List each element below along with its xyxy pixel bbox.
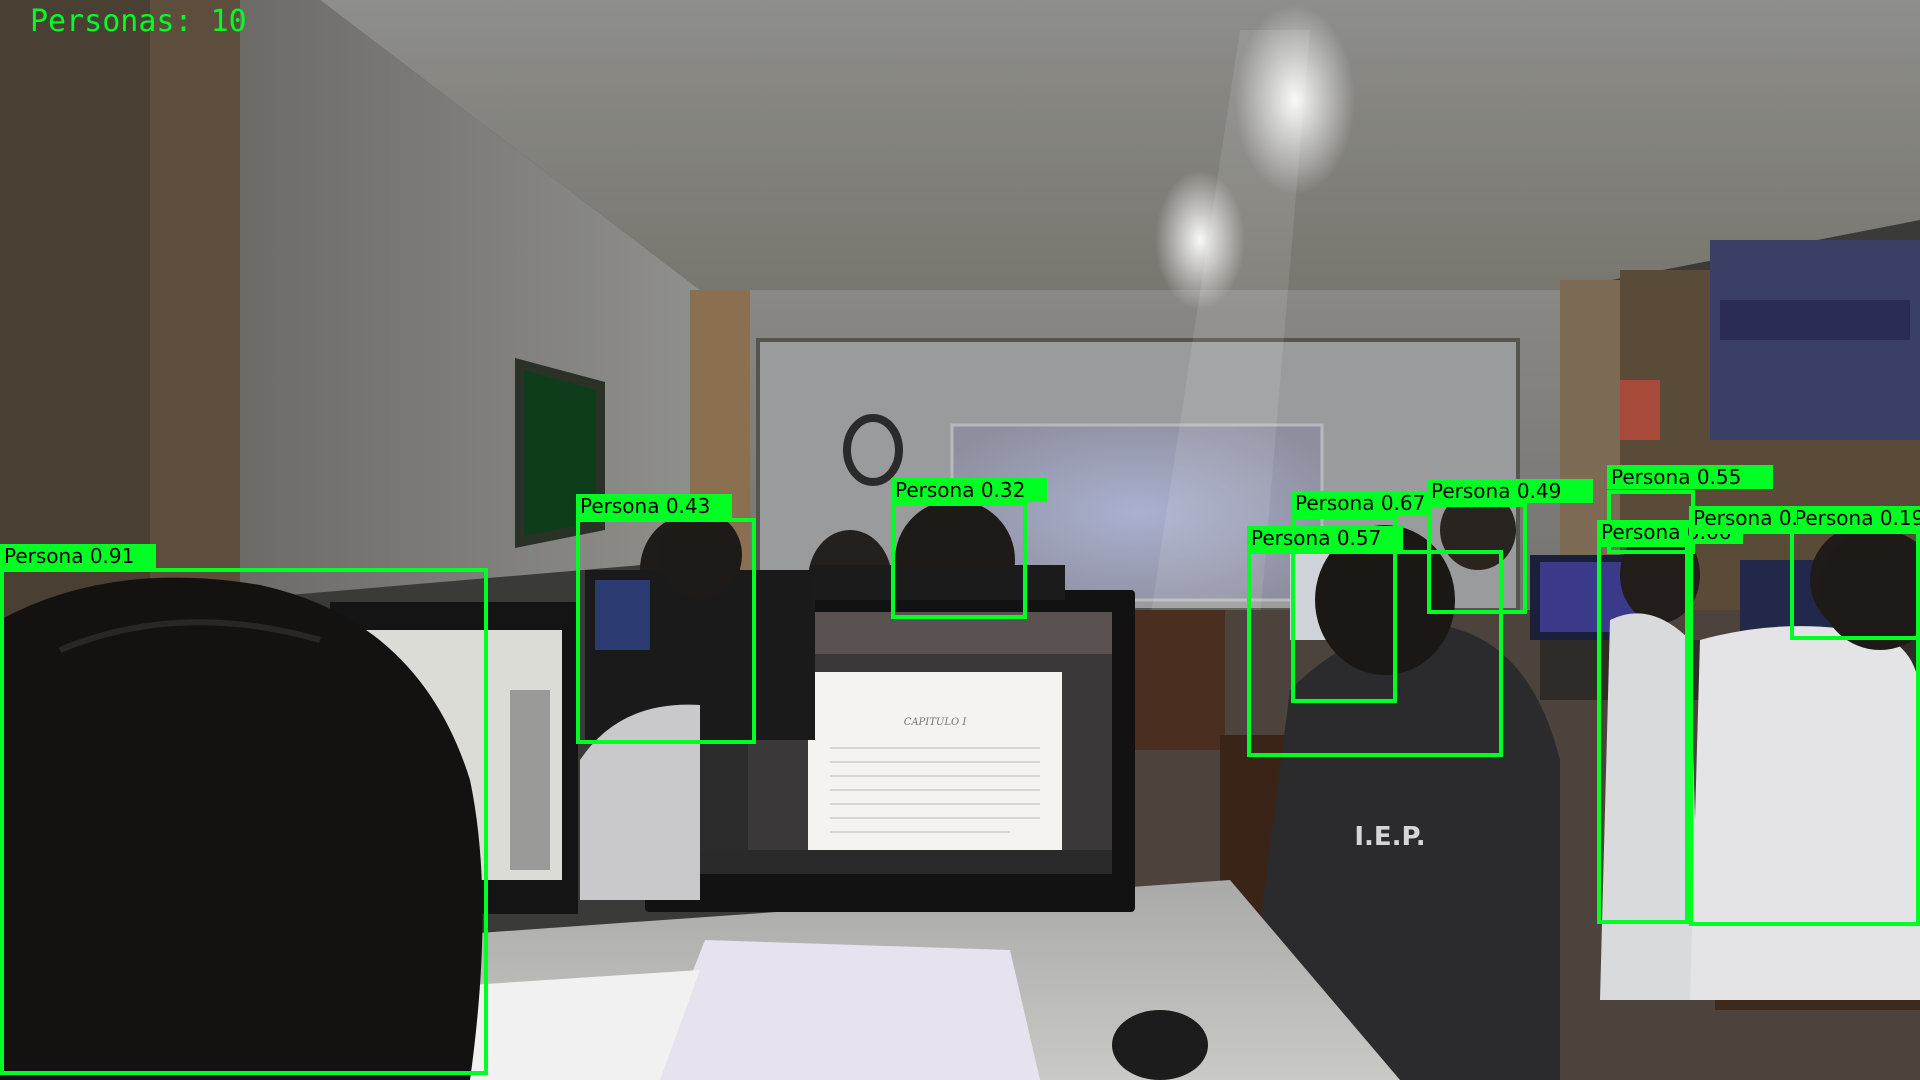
detection-label: Persona 0.49 [1427,479,1593,503]
detection-box [1689,530,1920,926]
detection-label: Persona 0. [1689,506,1797,530]
detection-box [891,502,1027,619]
detection-box [1291,515,1397,703]
detection-label: Persona 0.32 [891,478,1047,502]
detection-box [0,568,488,1075]
detection-label: Persona 0.55 [1607,465,1773,489]
document-heading: CAPITULO I [904,717,968,728]
detection-box [1597,543,1689,924]
shirt-text: I.E.P. [1354,822,1425,852]
detection-box [576,518,756,744]
person-count-label: Personas: 10 [30,4,247,39]
detection-label: Persona 0.43 [576,494,732,518]
detection-box [1247,550,1503,757]
detection-label: Persona 0.57 [1247,526,1403,550]
detection-label: Persona 0.67 [1291,491,1429,515]
detection-box [1427,503,1527,614]
detection-label: Persona 0.19 [1790,506,1920,530]
detection-label: Persona 0.91 [0,544,156,568]
